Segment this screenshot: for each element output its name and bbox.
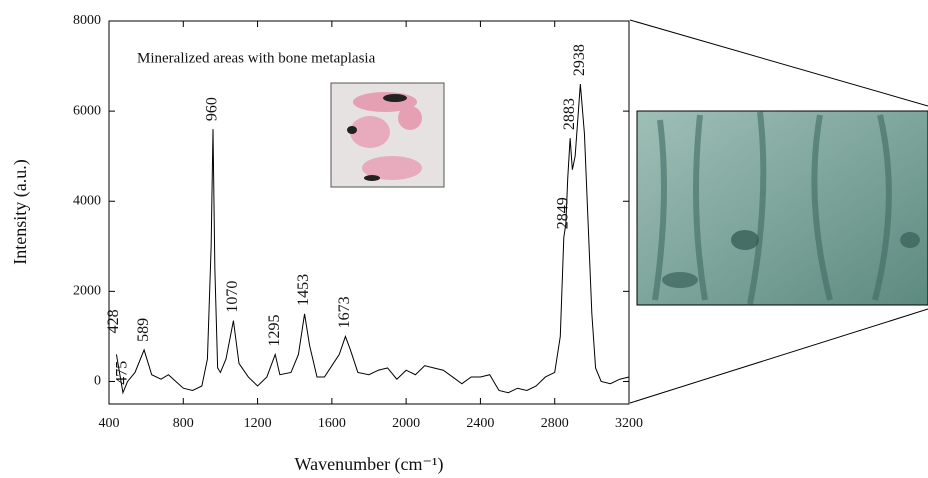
micrograph xyxy=(636,110,928,306)
y-tick-label: 6000 xyxy=(73,103,101,118)
x-tick-label: 2400 xyxy=(466,416,494,431)
peak-label: 1070 xyxy=(224,281,241,313)
annotation: Mineralized areas with bone metaplasia xyxy=(137,50,376,66)
x-axis-title: Wavenumber (cm⁻¹) xyxy=(295,454,444,475)
zoom-line xyxy=(629,308,928,404)
peak-label: 1453 xyxy=(295,274,312,306)
x-tick-label: 2800 xyxy=(541,416,569,431)
x-tick-label: 1200 xyxy=(244,416,272,431)
peak-label: 2938 xyxy=(571,44,588,76)
x-tick-label: 800 xyxy=(173,416,194,431)
peak-label: 2849 xyxy=(554,197,571,229)
peak-label: 960 xyxy=(204,97,221,121)
peak-label: 2883 xyxy=(561,98,578,130)
x-tick-label: 400 xyxy=(99,416,120,431)
peak-label: 1673 xyxy=(336,296,353,328)
x-tick-label: 2000 xyxy=(392,416,420,431)
peak-label: 428 xyxy=(105,309,122,333)
peak-label: 475 xyxy=(114,361,131,385)
zoom-line xyxy=(629,19,928,107)
peak-label: 1295 xyxy=(266,314,283,346)
spectrum-line xyxy=(115,84,630,395)
x-tick-label: 3200 xyxy=(615,416,643,431)
x-tick-label: 1600 xyxy=(318,416,346,431)
y-tick-label: 8000 xyxy=(73,13,101,28)
y-tick-label: 4000 xyxy=(73,193,101,208)
y-tick-label: 2000 xyxy=(73,284,101,299)
y-tick-label: 0 xyxy=(94,374,101,389)
peak-label: 589 xyxy=(135,318,152,342)
plot-frame xyxy=(108,20,630,405)
y-axis-title: Intensity (a.u.) xyxy=(10,159,31,264)
histology-inset xyxy=(330,82,445,188)
